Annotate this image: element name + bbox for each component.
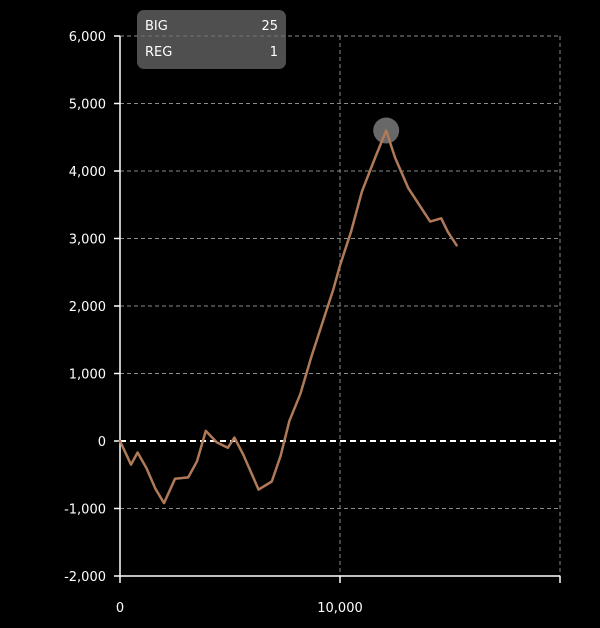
legend-row-reg: REG 1	[145, 39, 278, 65]
x-tick-label: 0	[116, 601, 124, 616]
legend-reg-value: 1	[269, 44, 278, 60]
legend-reg-label: REG	[145, 44, 173, 60]
y-tick-label: 2,000	[69, 300, 106, 315]
legend-big-value: 25	[261, 18, 278, 34]
legend-tooltip: BIG 25 REG 1	[137, 10, 286, 69]
axes	[114, 35, 561, 583]
tick-labels: -2,000 -1,000 0 1,000 2,000 3,000 4,000 5,000 6,…	[64, 30, 363, 616]
legend-row-big: BIG 25	[145, 13, 278, 39]
y-tick-label: 1,000	[69, 368, 106, 383]
y-tick-label: -1,000	[64, 503, 106, 518]
grid-lines	[120, 35, 561, 576]
y-tick-label: -2,000	[64, 570, 106, 585]
series-line	[118, 129, 458, 505]
series-layer	[118, 117, 458, 505]
x-tick-label: 10,000	[317, 601, 363, 616]
y-tick-label: 0	[98, 435, 106, 450]
y-tick-label: 4,000	[69, 165, 106, 180]
y-tick-label: 5,000	[69, 98, 106, 113]
legend-big-label: BIG	[145, 18, 168, 34]
y-tick-label: 6,000	[69, 30, 106, 45]
y-tick-label: 3,000	[69, 233, 106, 248]
